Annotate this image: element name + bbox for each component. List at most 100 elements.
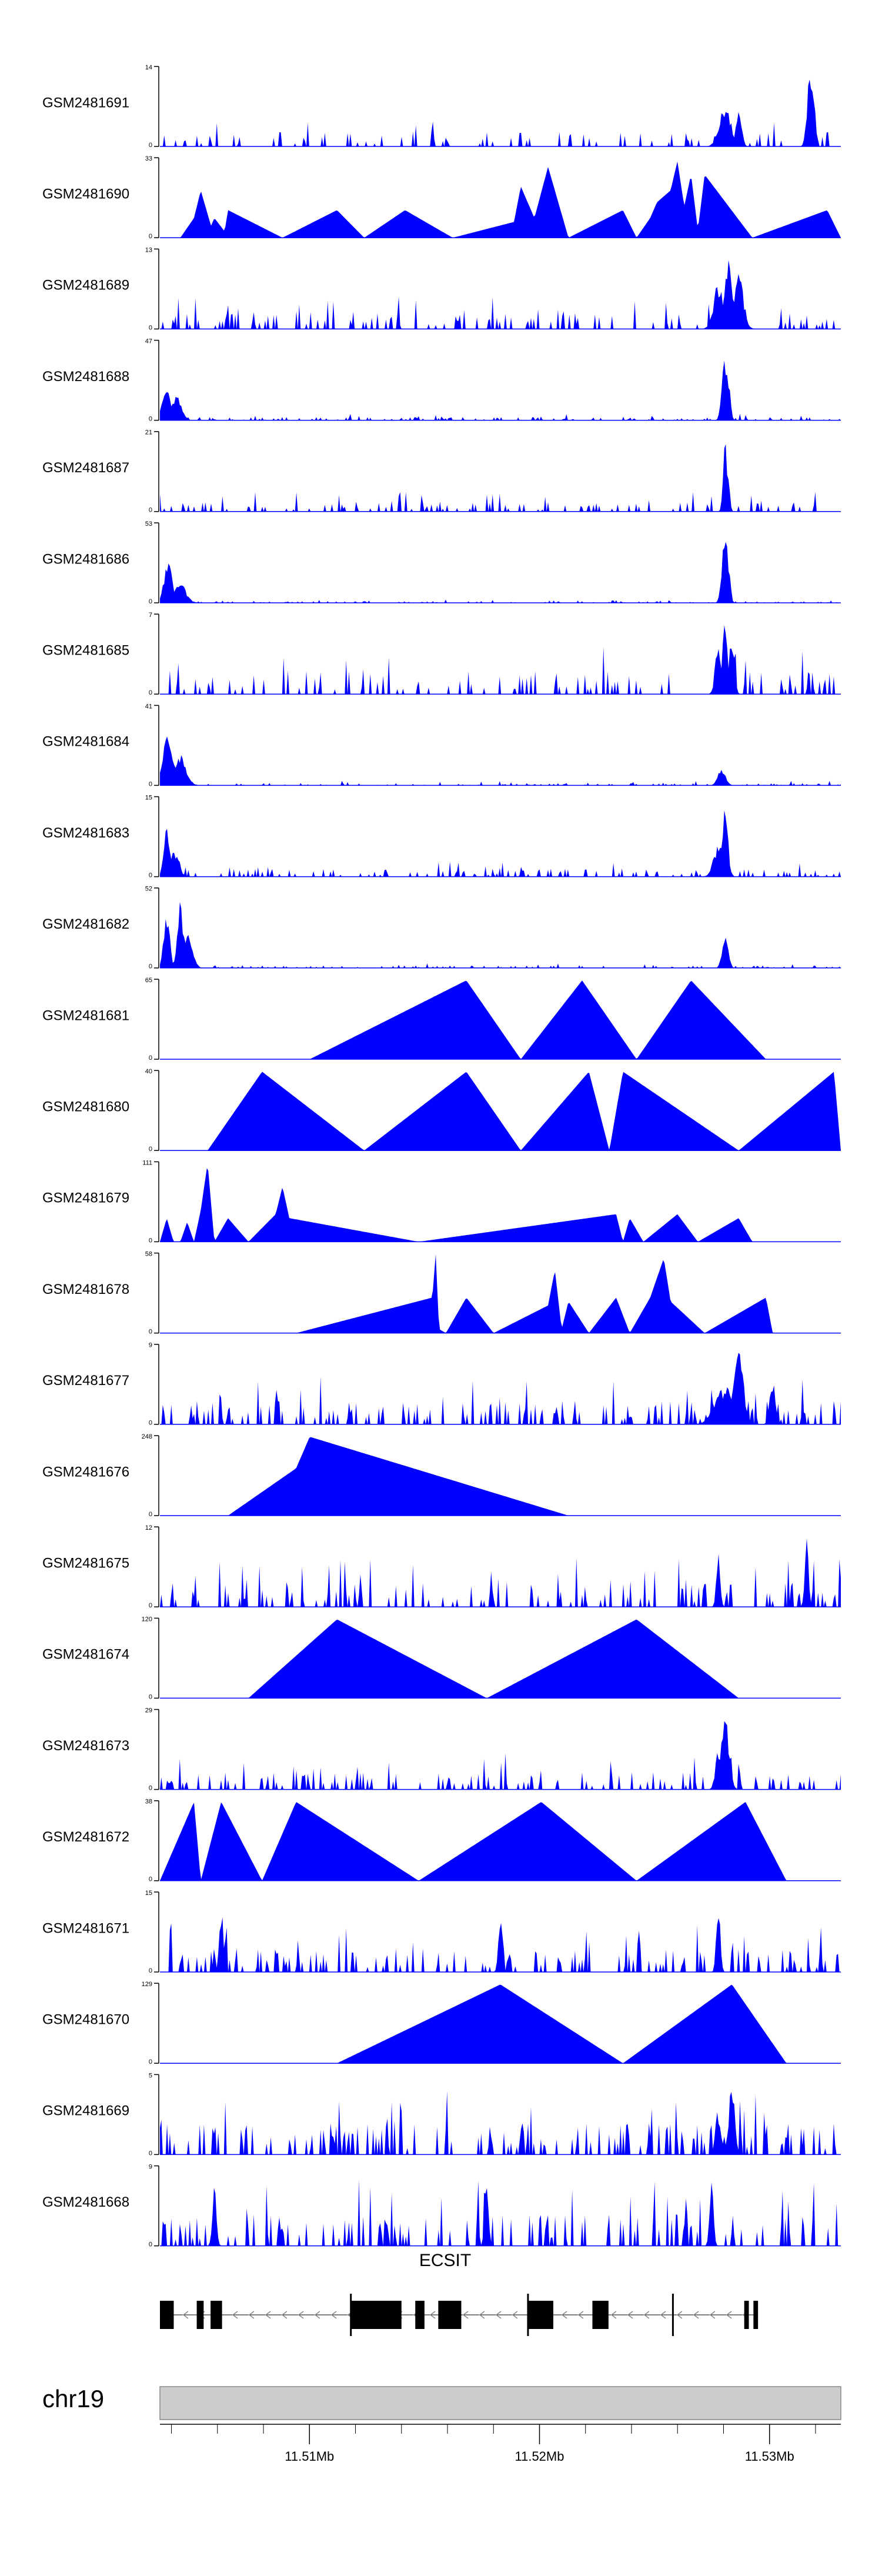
y-axis-max-label: 7 bbox=[149, 612, 152, 619]
y-axis-zero-label: 0 bbox=[149, 780, 152, 788]
coverage-area bbox=[160, 444, 841, 512]
y-axis-max-label: 15 bbox=[145, 795, 152, 802]
track-label: GSM2481685 bbox=[42, 643, 129, 659]
y-axis-max-label: 52 bbox=[145, 886, 152, 893]
track-label: GSM2481679 bbox=[42, 1190, 129, 1206]
strand-arrow-icon bbox=[265, 2311, 271, 2319]
strand-arrow-icon bbox=[660, 2311, 666, 2319]
coverage-area bbox=[160, 902, 841, 968]
track-GSM2481687: GSM2481687 21 0 bbox=[42, 429, 841, 514]
gene-exon bbox=[196, 2301, 204, 2329]
y-axis-zero-label: 0 bbox=[149, 507, 152, 514]
gene-exon bbox=[211, 2301, 222, 2329]
y-axis-zero-label: 0 bbox=[149, 689, 152, 696]
track-GSM2481670: GSM2481670 129 0 bbox=[42, 1981, 841, 2066]
y-axis-max-label: 47 bbox=[145, 338, 152, 345]
coverage-area bbox=[160, 1072, 841, 1151]
strand-arrow-icon bbox=[577, 2311, 584, 2319]
strand-arrow-icon bbox=[248, 2311, 255, 2319]
track-label: GSM2481678 bbox=[42, 1282, 129, 1297]
x-axis-tick-label: 11.53Mb bbox=[745, 2449, 794, 2464]
track-label: GSM2481672 bbox=[42, 1829, 129, 1845]
chromosome-track: chr19 bbox=[42, 2385, 841, 2420]
coverage-area bbox=[160, 1254, 841, 1333]
track-GSM2481685: GSM2481685 7 0 bbox=[42, 612, 841, 696]
chromosome-ideogram-bar bbox=[159, 2386, 841, 2420]
chromosome-label: chr19 bbox=[42, 2385, 104, 2413]
track-label: GSM2481690 bbox=[42, 186, 129, 202]
y-axis-zero-label: 0 bbox=[149, 1420, 152, 1427]
track-GSM2481688: GSM2481688 47 0 bbox=[42, 338, 841, 423]
track-GSM2481682: GSM2481682 52 0 bbox=[42, 886, 841, 970]
track-GSM2481668: GSM2481668 9 0 bbox=[42, 2164, 841, 2248]
x-axis-tick-label: 11.51Mb bbox=[285, 2449, 334, 2464]
track-label: GSM2481683 bbox=[42, 825, 129, 841]
track-GSM2481674: GSM2481674 120 0 bbox=[42, 1616, 841, 1700]
strand-arrow-icon bbox=[462, 2311, 469, 2319]
track-label: GSM2481674 bbox=[42, 1647, 129, 1663]
track-label: GSM2481684 bbox=[42, 734, 129, 750]
y-axis-zero-label: 0 bbox=[149, 2058, 152, 2066]
track-GSM2481690: GSM2481690 33 0 bbox=[42, 155, 841, 240]
y-axis-max-label: 33 bbox=[145, 155, 152, 162]
track-GSM2481681: GSM2481681 65 0 bbox=[42, 977, 841, 1062]
track-label: GSM2481681 bbox=[42, 1007, 129, 1023]
y-axis-zero-label: 0 bbox=[149, 1329, 152, 1336]
strand-arrow-icon bbox=[232, 2311, 238, 2319]
y-axis-max-label: 5 bbox=[149, 2072, 152, 2079]
y-axis-max-label: 29 bbox=[145, 1707, 152, 1714]
y-axis-max-label: 14 bbox=[145, 64, 152, 71]
y-axis-max-label: 12 bbox=[145, 1524, 152, 1531]
y-axis-max-label: 38 bbox=[145, 1798, 152, 1806]
y-axis-max-label: 13 bbox=[145, 246, 152, 253]
y-axis-zero-label: 0 bbox=[149, 1511, 152, 1518]
gene-exon bbox=[160, 2301, 174, 2329]
y-axis-zero-label: 0 bbox=[149, 324, 152, 331]
y-axis-zero-label: 0 bbox=[149, 598, 152, 605]
gene-exon bbox=[527, 2301, 553, 2329]
coverage-area bbox=[160, 542, 841, 603]
coverage-area bbox=[160, 2180, 841, 2246]
y-axis-max-label: 65 bbox=[145, 977, 152, 984]
y-axis-zero-label: 0 bbox=[149, 1146, 152, 1153]
track-label: GSM2481673 bbox=[42, 1738, 129, 1754]
track-label: GSM2481691 bbox=[42, 95, 129, 111]
track-GSM2481683: GSM2481683 15 0 bbox=[42, 795, 841, 879]
gene-exon bbox=[753, 2301, 759, 2329]
strand-arrow-icon bbox=[643, 2311, 650, 2319]
track-label: GSM2481687 bbox=[42, 460, 129, 476]
y-axis-zero-label: 0 bbox=[149, 1693, 152, 1700]
strand-arrow-icon bbox=[182, 2311, 189, 2319]
track-GSM2481669: GSM2481669 5 0 bbox=[42, 2072, 841, 2157]
y-axis-zero-label: 0 bbox=[149, 2241, 152, 2248]
track-GSM2481691: GSM2481691 14 0 bbox=[42, 64, 841, 149]
strand-arrow-icon bbox=[479, 2311, 485, 2319]
y-axis-zero-label: 0 bbox=[149, 1967, 152, 1974]
track-GSM2481689: GSM2481689 13 0 bbox=[42, 246, 841, 331]
track-label: GSM2481682 bbox=[42, 916, 129, 932]
coverage-area bbox=[160, 810, 841, 877]
y-axis-zero-label: 0 bbox=[149, 872, 152, 879]
track-label: GSM2481680 bbox=[42, 1099, 129, 1115]
gene-exon bbox=[415, 2301, 425, 2329]
y-axis-zero-label: 0 bbox=[149, 963, 152, 970]
strand-arrow-icon bbox=[709, 2311, 716, 2319]
track-GSM2481680: GSM2481680 40 0 bbox=[42, 1068, 841, 1153]
strand-arrow-icon bbox=[627, 2311, 633, 2319]
track-GSM2481671: GSM2481671 15 0 bbox=[42, 1890, 841, 1974]
y-axis-max-label: 9 bbox=[149, 1342, 152, 1349]
coverage-area bbox=[160, 361, 841, 421]
y-axis-zero-label: 0 bbox=[149, 1237, 152, 1244]
track-GSM2481686: GSM2481686 53 0 bbox=[42, 520, 841, 605]
x-axis-tick-label: 11.52Mb bbox=[515, 2449, 564, 2464]
track-label: GSM2481677 bbox=[42, 1373, 129, 1389]
y-axis-max-label: 9 bbox=[149, 2164, 152, 2171]
strand-arrow-icon bbox=[314, 2311, 320, 2319]
track-GSM2481675: GSM2481675 12 0 bbox=[42, 1524, 841, 1609]
y-axis-zero-label: 0 bbox=[149, 1055, 152, 1062]
coverage-area bbox=[160, 1619, 841, 1699]
strand-arrow-icon bbox=[610, 2311, 617, 2319]
y-axis-zero-label: 0 bbox=[149, 1785, 152, 1792]
